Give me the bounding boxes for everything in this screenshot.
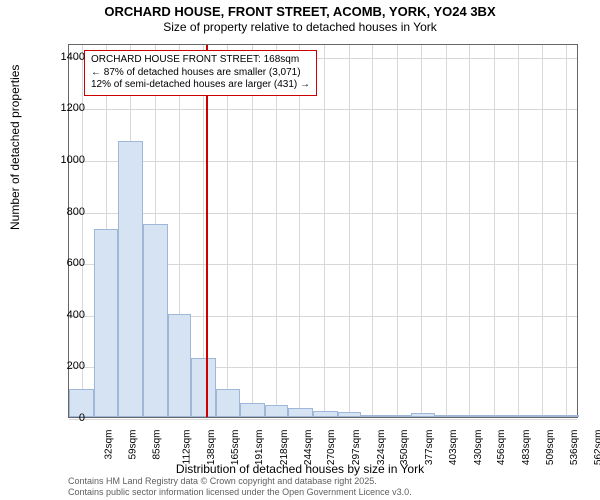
histogram-bar bbox=[143, 224, 168, 417]
chart-area: ORCHARD HOUSE FRONT STREET: 168sqm ← 87%… bbox=[68, 44, 578, 418]
footer-attribution: Contains HM Land Registry data © Crown c… bbox=[68, 476, 412, 498]
grid-vertical bbox=[421, 45, 422, 417]
y-axis-label: Number of detached properties bbox=[8, 65, 22, 230]
x-tick-label: 324sqm bbox=[376, 430, 387, 466]
y-tick-label: 1400 bbox=[45, 51, 85, 63]
grid-vertical bbox=[349, 45, 350, 417]
x-tick-label: 85sqm bbox=[152, 430, 163, 460]
grid-vertical bbox=[276, 45, 277, 417]
histogram-bar bbox=[216, 389, 240, 417]
x-tick-label: 59sqm bbox=[128, 430, 139, 460]
histogram-bar bbox=[411, 413, 435, 417]
x-tick-label: 483sqm bbox=[521, 430, 532, 466]
y-tick-label: 0 bbox=[45, 412, 85, 424]
histogram-bar bbox=[532, 415, 556, 417]
x-tick-label: 509sqm bbox=[545, 430, 556, 466]
histogram-bar bbox=[459, 415, 483, 417]
histogram-bar bbox=[386, 415, 411, 417]
annotation-line-1: ORCHARD HOUSE FRONT STREET: 168sqm bbox=[91, 54, 310, 67]
x-tick-label: 270sqm bbox=[326, 430, 337, 466]
grid-horizontal bbox=[69, 213, 577, 214]
histogram-bar bbox=[435, 415, 460, 417]
y-tick-label: 400 bbox=[45, 309, 85, 321]
reference-marker-line bbox=[206, 45, 208, 417]
grid-vertical bbox=[518, 45, 519, 417]
footer-line-1: Contains HM Land Registry data © Crown c… bbox=[68, 476, 412, 487]
annotation-box: ORCHARD HOUSE FRONT STREET: 168sqm ← 87%… bbox=[84, 50, 317, 96]
x-tick-label: 112sqm bbox=[181, 430, 192, 465]
x-tick-label: 536sqm bbox=[570, 430, 581, 466]
x-tick-label: 403sqm bbox=[448, 430, 459, 466]
annotation-line-2: ← 87% of detached houses are smaller (3,… bbox=[91, 67, 310, 80]
y-tick-label: 800 bbox=[45, 206, 85, 218]
histogram-bar bbox=[361, 415, 386, 417]
footer-line-2: Contains public sector information licen… bbox=[68, 487, 412, 498]
x-tick-label: 377sqm bbox=[424, 430, 435, 466]
x-tick-label: 456sqm bbox=[496, 430, 507, 466]
grid-vertical bbox=[469, 45, 470, 417]
histogram-bar bbox=[508, 415, 533, 417]
grid-vertical bbox=[542, 45, 543, 417]
x-tick-label: 350sqm bbox=[400, 430, 411, 466]
x-tick-label: 562sqm bbox=[593, 430, 600, 466]
x-tick-label: 32sqm bbox=[103, 430, 114, 460]
x-tick-label: 297sqm bbox=[351, 430, 362, 466]
x-tick-label: 430sqm bbox=[473, 430, 484, 466]
x-tick-label: 138sqm bbox=[206, 430, 217, 466]
x-tick-label: 244sqm bbox=[303, 430, 314, 466]
histogram-bar bbox=[288, 408, 313, 417]
grid-vertical bbox=[446, 45, 447, 417]
x-tick-label: 165sqm bbox=[230, 430, 241, 466]
grid-vertical bbox=[566, 45, 567, 417]
grid-vertical bbox=[324, 45, 325, 417]
histogram-bar bbox=[94, 229, 119, 417]
annotation-line-3: 12% of semi-detached houses are larger (… bbox=[91, 79, 310, 92]
y-tick-label: 600 bbox=[45, 257, 85, 269]
chart-subtitle: Size of property relative to detached ho… bbox=[0, 20, 600, 34]
grid-vertical bbox=[252, 45, 253, 417]
y-tick-label: 1000 bbox=[45, 154, 85, 166]
histogram-bar bbox=[483, 415, 508, 417]
y-tick-label: 200 bbox=[45, 360, 85, 372]
chart-title: ORCHARD HOUSE, FRONT STREET, ACOMB, YORK… bbox=[0, 4, 600, 19]
plot-region bbox=[68, 44, 578, 418]
histogram-bar bbox=[556, 415, 579, 417]
histogram-bar bbox=[313, 411, 338, 417]
x-tick-label: 191sqm bbox=[254, 430, 265, 466]
x-axis-label: Distribution of detached houses by size … bbox=[0, 462, 600, 476]
grid-vertical bbox=[372, 45, 373, 417]
x-tick-label: 218sqm bbox=[279, 430, 290, 466]
histogram-bar bbox=[191, 358, 216, 417]
histogram-bar bbox=[118, 141, 143, 417]
title-area: ORCHARD HOUSE, FRONT STREET, ACOMB, YORK… bbox=[0, 0, 600, 34]
grid-horizontal bbox=[69, 109, 577, 110]
chart-container: ORCHARD HOUSE, FRONT STREET, ACOMB, YORK… bbox=[0, 0, 600, 500]
grid-vertical bbox=[397, 45, 398, 417]
histogram-bar bbox=[338, 412, 362, 417]
grid-vertical bbox=[299, 45, 300, 417]
grid-horizontal bbox=[69, 161, 577, 162]
grid-horizontal bbox=[69, 419, 577, 420]
y-tick-label: 1200 bbox=[45, 102, 85, 114]
grid-vertical bbox=[494, 45, 495, 417]
histogram-bar bbox=[240, 403, 265, 417]
grid-vertical bbox=[227, 45, 228, 417]
histogram-bar bbox=[265, 405, 289, 417]
histogram-bar bbox=[168, 314, 192, 417]
